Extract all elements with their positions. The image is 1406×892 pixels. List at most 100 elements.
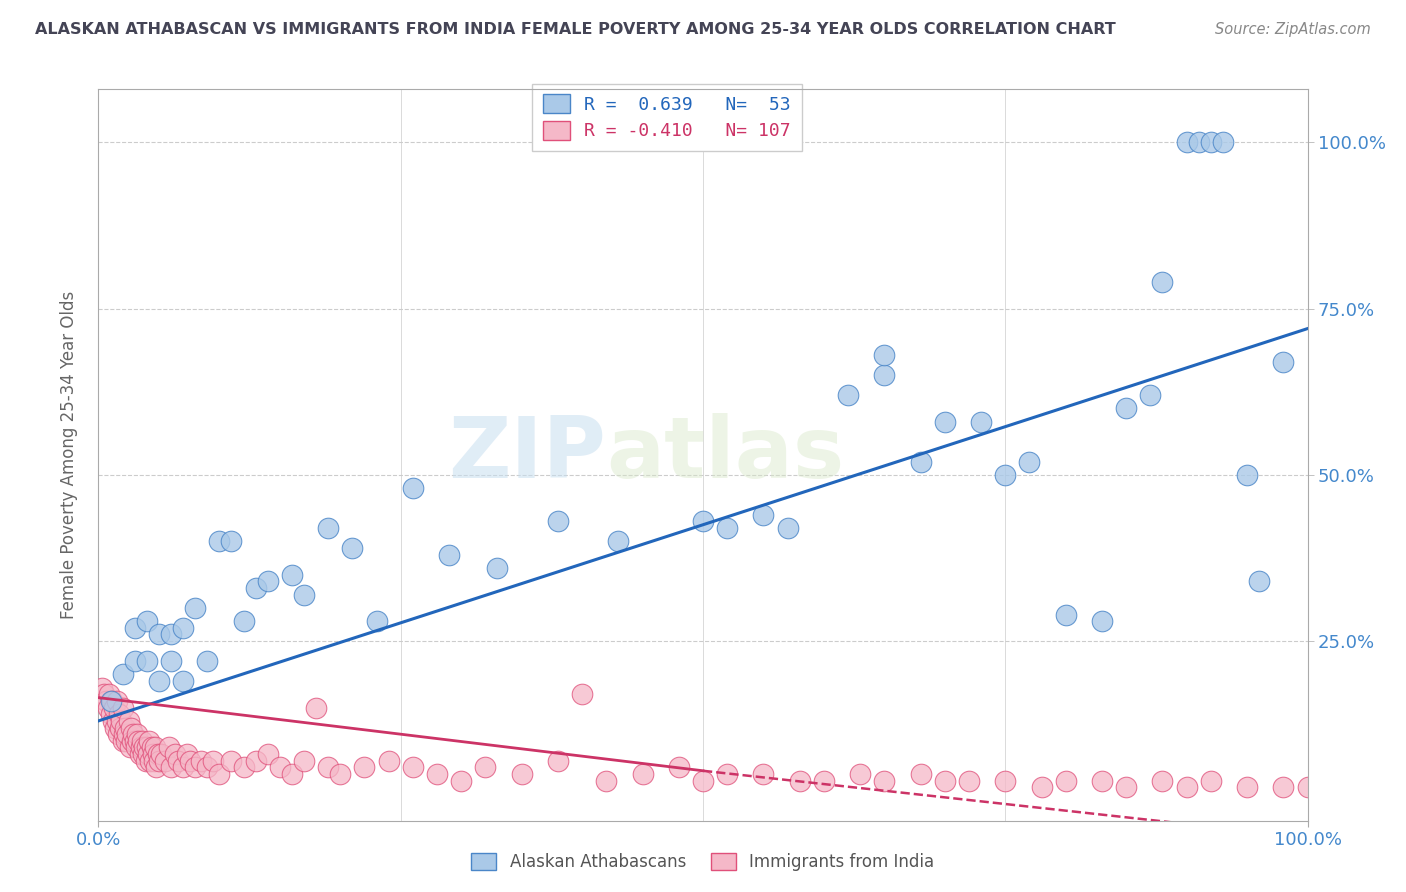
Point: [692, 515, 714, 529]
Point: [221, 754, 243, 768]
Point: [934, 773, 956, 788]
Point: [100, 694, 122, 708]
Point: [292, 588, 315, 602]
Point: [208, 767, 231, 781]
Point: [1115, 401, 1137, 416]
Point: [1199, 773, 1222, 788]
Point: [143, 740, 166, 755]
Point: [129, 740, 152, 755]
Point: [474, 760, 496, 774]
Point: [692, 773, 714, 788]
Point: [957, 773, 980, 788]
Point: [195, 654, 218, 668]
Point: [1249, 574, 1271, 589]
Point: [1236, 467, 1258, 482]
Point: [994, 773, 1017, 788]
Point: [153, 754, 176, 768]
Point: [329, 767, 352, 781]
Point: [402, 760, 425, 774]
Point: [221, 534, 243, 549]
Point: [232, 760, 254, 774]
Point: [115, 734, 138, 748]
Point: [910, 767, 932, 781]
Point: [607, 534, 630, 549]
Point: [172, 621, 194, 635]
Point: [1152, 773, 1174, 788]
Point: [145, 760, 167, 774]
Point: [100, 707, 122, 722]
Point: [184, 600, 207, 615]
Point: [1091, 773, 1114, 788]
Point: [450, 773, 472, 788]
Point: [970, 415, 993, 429]
Point: [486, 561, 509, 575]
Text: Source: ZipAtlas.com: Source: ZipAtlas.com: [1215, 22, 1371, 37]
Point: [934, 415, 956, 429]
Text: ALASKAN ATHABASCAN VS IMMIGRANTS FROM INDIA FEMALE POVERTY AMONG 25-34 YEAR OLDS: ALASKAN ATHABASCAN VS IMMIGRANTS FROM IN…: [35, 22, 1116, 37]
Point: [138, 734, 160, 748]
Point: [120, 721, 142, 735]
Point: [342, 541, 364, 555]
Text: ZIP: ZIP: [449, 413, 606, 497]
Point: [631, 767, 654, 781]
Point: [179, 754, 201, 768]
Point: [127, 727, 149, 741]
Point: [366, 614, 388, 628]
Point: [1115, 780, 1137, 795]
Point: [100, 694, 122, 708]
Point: [547, 754, 569, 768]
Point: [208, 534, 231, 549]
Point: [716, 521, 738, 535]
Point: [97, 700, 120, 714]
Point: [813, 773, 835, 788]
Point: [195, 760, 218, 774]
Point: [148, 627, 170, 641]
Point: [124, 734, 146, 748]
Point: [994, 467, 1017, 482]
Point: [157, 740, 180, 755]
Point: [232, 614, 254, 628]
Point: [510, 767, 533, 781]
Point: [148, 754, 170, 768]
Point: [111, 667, 134, 681]
Point: [91, 681, 114, 695]
Point: [789, 773, 811, 788]
Point: [108, 721, 131, 735]
Point: [1091, 614, 1114, 628]
Point: [172, 760, 194, 774]
Point: [111, 734, 134, 748]
Point: [426, 767, 449, 781]
Point: [94, 694, 117, 708]
Point: [135, 740, 157, 755]
Point: [176, 747, 198, 761]
Point: [571, 687, 593, 701]
Point: [752, 508, 775, 522]
Point: [547, 515, 569, 529]
Point: [104, 721, 127, 735]
Point: [117, 727, 139, 741]
Point: [245, 581, 267, 595]
Point: [873, 773, 896, 788]
Point: [124, 621, 146, 635]
Point: [135, 754, 157, 768]
Point: [1054, 607, 1077, 622]
Point: [150, 747, 173, 761]
Point: [316, 760, 339, 774]
Point: [1139, 388, 1161, 402]
Point: [135, 654, 157, 668]
Point: [437, 548, 460, 562]
Point: [93, 687, 115, 701]
Point: [136, 747, 159, 761]
Point: [143, 754, 166, 768]
Point: [1031, 780, 1053, 795]
Point: [305, 700, 328, 714]
Text: atlas: atlas: [606, 413, 845, 497]
Point: [103, 700, 125, 714]
Point: [124, 654, 146, 668]
Point: [112, 727, 135, 741]
Point: [118, 740, 141, 755]
Point: [110, 714, 132, 728]
Point: [125, 740, 148, 755]
Point: [160, 654, 183, 668]
Y-axis label: Female Poverty Among 25-34 Year Olds: Female Poverty Among 25-34 Year Olds: [59, 291, 77, 619]
